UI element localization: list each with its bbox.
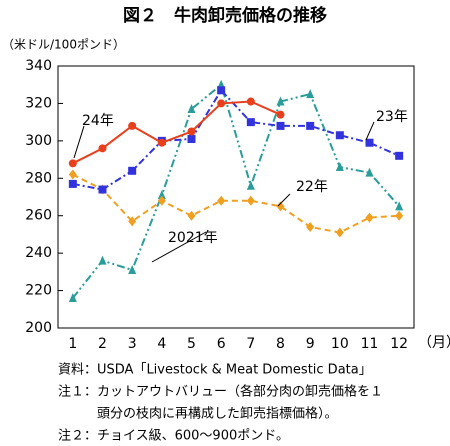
x-axis-label: （月）	[418, 335, 450, 351]
x-tick-label: 8	[276, 336, 285, 352]
x-tick-label: 5	[187, 336, 196, 352]
marker	[68, 169, 77, 180]
series-label: 24年	[82, 113, 114, 129]
marker	[306, 89, 315, 99]
marker	[98, 255, 107, 265]
y-tick-label: 220	[25, 283, 52, 299]
marker	[246, 195, 255, 206]
note: 注２：チョイス級、600～900ポンド。	[58, 429, 289, 444]
x-tick-label: 7	[246, 336, 255, 352]
x-tick-label: 3	[128, 336, 137, 352]
marker	[98, 185, 107, 194]
marker	[365, 167, 374, 177]
marker	[157, 138, 166, 147]
leader-line	[73, 125, 85, 159]
marker	[187, 127, 196, 136]
marker	[276, 201, 285, 212]
y-tick-label: 340	[25, 58, 52, 74]
series-label: 23年	[376, 109, 408, 125]
marker	[276, 96, 285, 106]
marker	[306, 221, 315, 232]
marker	[128, 216, 137, 227]
note: 頭分の枝肉に再構成した卸売指標価格）。	[58, 406, 338, 422]
x-tick-label: 1	[68, 336, 77, 352]
marker	[246, 97, 255, 106]
x-tick-label: 11	[361, 336, 379, 352]
series-line	[72, 88, 400, 191]
series-label: 22年	[296, 179, 328, 195]
marker	[187, 210, 196, 221]
y-tick-label: 200	[25, 320, 52, 336]
y-tick-label: 300	[25, 133, 52, 149]
y-axis-label: （米ドル/100ポンド）	[2, 38, 125, 52]
y-tick-label: 240	[25, 245, 52, 261]
y-tick-label: 320	[25, 95, 52, 111]
marker	[395, 210, 404, 221]
marker	[335, 131, 344, 140]
marker	[68, 159, 77, 168]
x-tick-label: 6	[217, 336, 226, 352]
marker	[365, 138, 374, 147]
marker	[128, 264, 137, 274]
marker	[68, 293, 77, 303]
marker	[187, 134, 196, 143]
chart-title: 図２ 牛肉卸売価格の推移	[123, 5, 327, 26]
note: 注１：カットアウトバリュー（各部分肉の卸売価格を１	[58, 384, 383, 400]
marker	[395, 151, 404, 160]
marker	[276, 110, 285, 119]
series-line	[72, 82, 400, 299]
leader-line	[151, 231, 207, 263]
marker	[246, 180, 255, 190]
marker	[128, 121, 137, 130]
leader-line	[277, 193, 291, 207]
marker	[217, 195, 226, 206]
series-label: 2021年	[168, 230, 218, 246]
marker	[217, 99, 226, 108]
series-line	[72, 173, 400, 234]
marker	[335, 227, 344, 238]
x-tick-label: 2	[98, 336, 107, 352]
series-line	[72, 100, 281, 165]
leader-line	[365, 121, 375, 141]
marker	[246, 118, 255, 127]
marker	[395, 201, 404, 211]
marker	[365, 212, 374, 223]
marker	[335, 162, 344, 172]
marker	[187, 104, 196, 114]
marker	[306, 121, 315, 130]
x-tick-label: 12	[390, 336, 408, 352]
x-tick-label: 10	[331, 336, 349, 352]
x-tick-label: 9	[306, 336, 315, 352]
note: 資料：USDA「Livestock & Meat Domestic Data」	[58, 363, 372, 378]
plot-frame	[57, 65, 415, 329]
marker	[217, 86, 226, 95]
marker	[157, 190, 166, 200]
y-tick-label: 260	[25, 208, 52, 224]
marker	[276, 121, 285, 130]
marker	[98, 144, 107, 153]
x-tick-label: 4	[157, 336, 166, 352]
marker	[157, 195, 166, 206]
marker	[68, 179, 77, 188]
y-tick-label: 280	[25, 170, 52, 186]
marker	[128, 166, 137, 175]
